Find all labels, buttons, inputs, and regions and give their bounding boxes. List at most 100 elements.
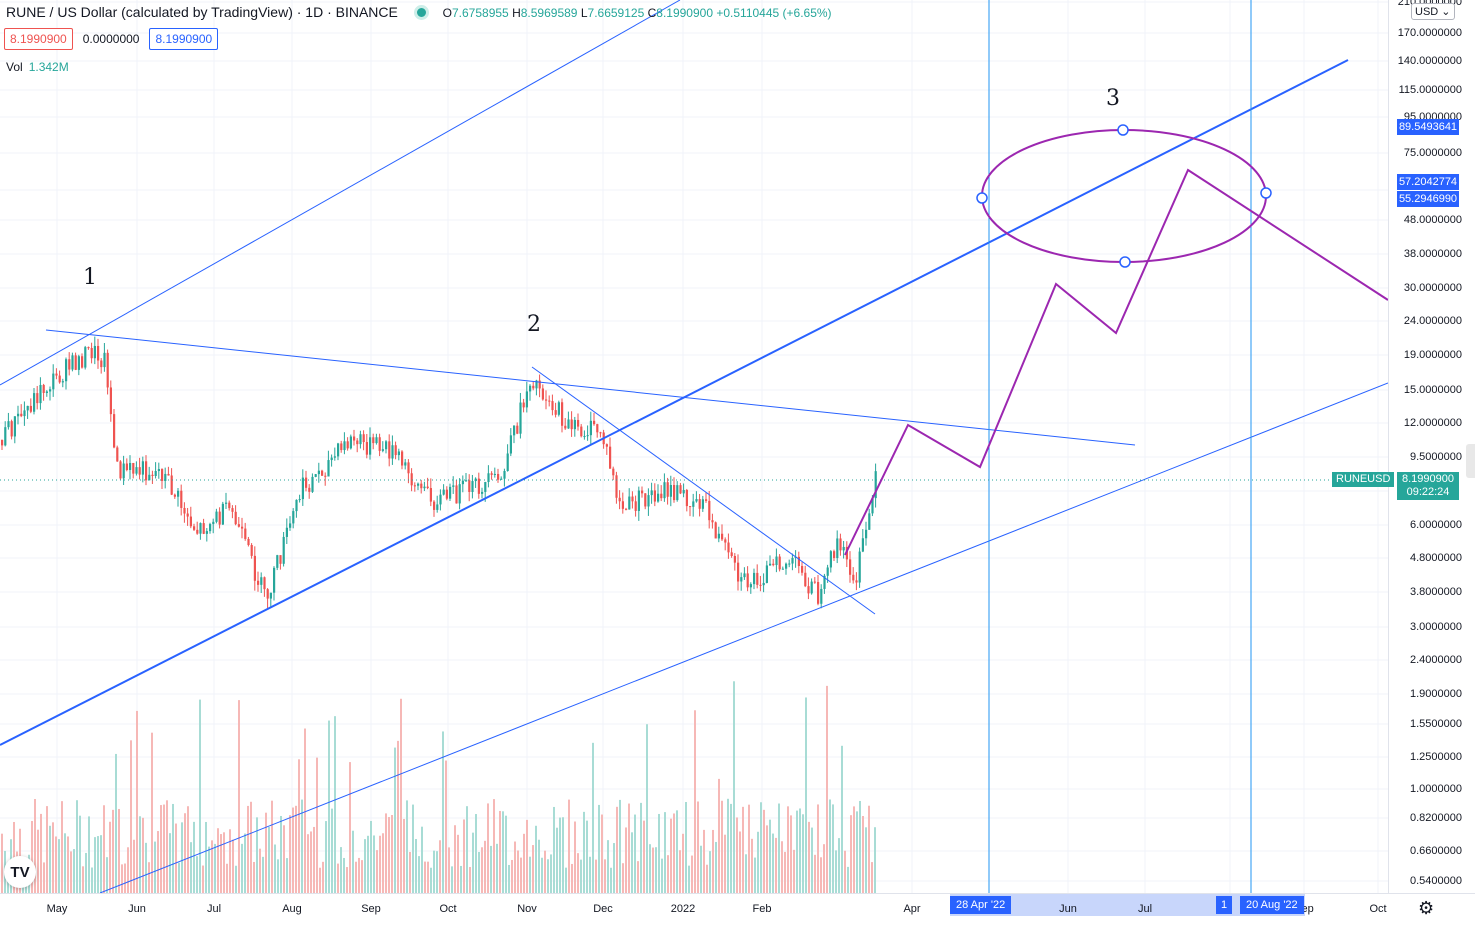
volume-bar: [832, 804, 834, 893]
candle-body: [730, 552, 733, 557]
volume-bar: [598, 804, 600, 893]
volume-bar: [727, 798, 729, 893]
price-badge[interactable]: 55.2946990: [1397, 191, 1459, 207]
volume-bar: [436, 851, 438, 893]
candle-body: [375, 437, 378, 444]
volume-bar: [829, 799, 831, 893]
candle-body: [81, 356, 84, 368]
volume-bar: [373, 835, 375, 893]
candle-body: [391, 445, 394, 459]
volume-bar: [304, 728, 306, 893]
volume-bar: [397, 740, 399, 893]
candle-body: [13, 416, 16, 437]
volume-bar: [295, 805, 297, 893]
time-axis[interactable]: May Jun Jul Aug Sep Oct Nov Dec 2022 Feb…: [0, 893, 1475, 929]
price-tick: 140.0000000: [1397, 55, 1462, 67]
candle-body: [775, 556, 778, 566]
sell-price-button[interactable]: 8.1990900: [4, 28, 73, 50]
candle-body: [586, 435, 589, 437]
volume-legend[interactable]: Vol 1.342M: [6, 60, 69, 74]
volume-bar: [460, 865, 462, 893]
candle-body: [481, 491, 484, 494]
candle-body: [823, 575, 826, 589]
wave-label-3[interactable]: 3: [1106, 86, 1120, 111]
volume-bar: [508, 864, 510, 893]
candle-body: [820, 588, 823, 604]
candle-body: [490, 473, 493, 475]
candle-body: [724, 539, 727, 543]
candle-body: [689, 506, 692, 508]
candle-body: [353, 436, 356, 441]
price-badge[interactable]: 57.2042774: [1397, 174, 1459, 190]
price-tick: 0.8200000: [1410, 812, 1462, 824]
volume-bar: [286, 858, 288, 893]
projection-path: [844, 168, 1388, 556]
tradingview-logo-icon[interactable]: TV: [4, 856, 36, 888]
volume-bar: [457, 834, 459, 893]
volume-bar: [838, 838, 840, 893]
candle-body: [241, 526, 244, 529]
price-badge[interactable]: 89.5493641: [1397, 119, 1459, 135]
volume-bar: [538, 839, 540, 893]
wave-label-2[interactable]: 2: [527, 312, 541, 337]
volume-bar: [706, 864, 708, 893]
volume-bar: [187, 806, 189, 893]
candle-body: [356, 440, 359, 445]
candle-body: [4, 427, 7, 446]
volume-bar: [478, 851, 480, 893]
candle-body: [436, 504, 439, 510]
candle-body: [477, 478, 480, 494]
price-axis-scroll-handle[interactable]: [1466, 444, 1475, 478]
bar-countdown: 09:22:24: [1406, 486, 1450, 498]
candle-body: [183, 507, 186, 514]
buy-price-button[interactable]: 8.1990900: [149, 28, 219, 50]
volume-bar: [115, 753, 117, 893]
volume-bar: [748, 804, 750, 893]
candle-body: [61, 381, 64, 383]
symbol-price-label: RUNEUSD: [1332, 472, 1395, 487]
volume-bar: [64, 833, 66, 893]
candle-body: [401, 451, 404, 466]
volume-bar: [103, 805, 105, 893]
volume-bar: [118, 808, 120, 893]
candle-body: [861, 538, 864, 552]
candle-body: [420, 483, 423, 489]
volume-bar: [745, 854, 747, 893]
candle-body: [817, 582, 820, 604]
volume-bar: [724, 834, 726, 893]
volume-bar: [874, 827, 876, 893]
candle-body: [749, 584, 752, 588]
volume-bar: [493, 799, 495, 893]
gear-icon[interactable]: ⚙: [1418, 898, 1435, 918]
date-badge-end[interactable]: 20 Aug '22: [1240, 896, 1304, 914]
currency-selector[interactable]: USD ⌄: [1411, 3, 1455, 20]
price-axis[interactable]: 210.0000000 170.0000000 140.0000000 115.…: [1388, 0, 1475, 893]
volume-bar: [343, 857, 345, 893]
candle-body: [657, 493, 660, 502]
wave-label-1[interactable]: 1: [83, 265, 97, 290]
volume-bar: [673, 813, 675, 893]
volume-bar: [355, 861, 357, 893]
candle-body: [756, 572, 759, 585]
candle-body: [119, 461, 122, 479]
time-tick: Jul: [206, 903, 222, 915]
candle-body: [484, 482, 487, 492]
volume-bar: [754, 857, 756, 893]
volume-bar: [154, 841, 156, 893]
candle-body: [682, 489, 685, 494]
candle-body: [772, 563, 775, 566]
time-tick: Apr: [903, 903, 921, 915]
volume-bar: [514, 841, 516, 893]
candle-body: [647, 495, 650, 507]
volume-bar: [97, 836, 99, 893]
candle-body: [189, 516, 192, 527]
candle-body: [561, 402, 564, 426]
date-badge-start[interactable]: 28 Apr '22: [950, 896, 1012, 914]
volume-bar: [91, 867, 93, 893]
chart-canvas[interactable]: [0, 0, 1388, 893]
candle-body: [109, 387, 112, 415]
candle-body: [807, 586, 810, 594]
volume-bar: [127, 847, 129, 893]
symbol-title[interactable]: RUNE / US Dollar (calculated by TradingV…: [6, 4, 398, 21]
volume-bar: [88, 816, 90, 893]
